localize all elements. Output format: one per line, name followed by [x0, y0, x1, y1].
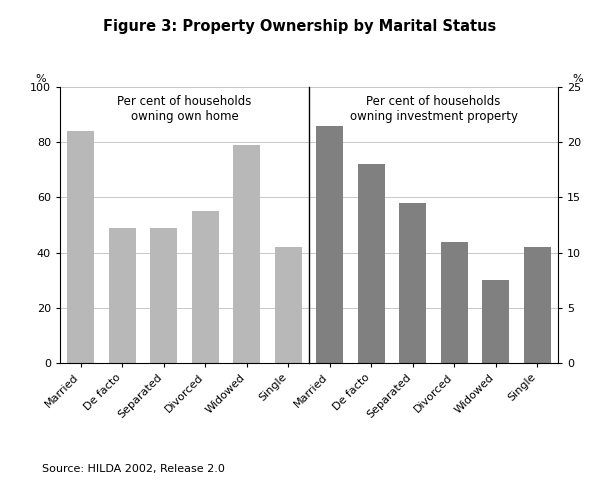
Bar	[399, 203, 426, 363]
Bar	[275, 247, 302, 363]
Text: Per cent of households
owning investment property: Per cent of households owning investment…	[349, 95, 517, 123]
Bar	[109, 228, 136, 363]
Text: Figure 3: Property Ownership by Marital Status: Figure 3: Property Ownership by Marital …	[103, 19, 497, 34]
Text: Source: HILDA 2002, Release 2.0: Source: HILDA 2002, Release 2.0	[42, 464, 225, 474]
Bar	[316, 126, 343, 363]
Bar	[441, 242, 468, 363]
Bar	[192, 211, 219, 363]
Text: %: %	[572, 75, 583, 84]
Bar	[524, 247, 551, 363]
Text: Per cent of households
owning own home: Per cent of households owning own home	[118, 95, 251, 123]
Text: %: %	[35, 75, 46, 84]
Bar	[233, 145, 260, 363]
Bar	[358, 165, 385, 363]
Bar	[67, 131, 94, 363]
Bar	[482, 280, 509, 363]
Bar	[150, 228, 177, 363]
